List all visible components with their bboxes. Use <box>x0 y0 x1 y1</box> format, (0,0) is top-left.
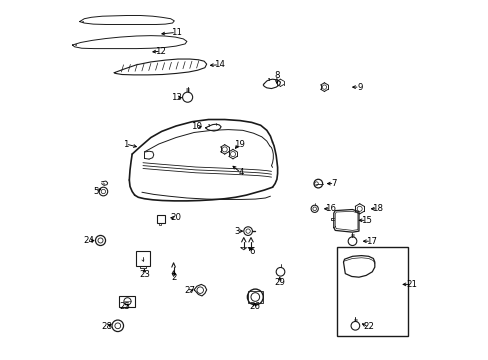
Bar <box>157 215 165 223</box>
Text: 13: 13 <box>170 93 181 102</box>
Text: 22: 22 <box>363 323 373 331</box>
Text: 3: 3 <box>234 227 240 236</box>
Text: 1: 1 <box>122 140 128 149</box>
Text: 11: 11 <box>170 28 181 37</box>
Text: 20: 20 <box>169 213 181 222</box>
Text: 19: 19 <box>233 140 244 149</box>
Text: 5: 5 <box>93 187 99 196</box>
Text: 7: 7 <box>331 179 337 188</box>
Text: 2: 2 <box>171 274 177 282</box>
Text: 4: 4 <box>238 168 243 177</box>
Text: 23: 23 <box>139 270 150 279</box>
Bar <box>119 296 135 307</box>
Text: 17: 17 <box>365 237 376 246</box>
Text: 29: 29 <box>274 278 285 287</box>
Text: 15: 15 <box>361 216 372 225</box>
Text: 14: 14 <box>213 60 224 69</box>
Text: 8: 8 <box>274 71 279 80</box>
Bar <box>247 291 262 303</box>
Text: 24: 24 <box>83 236 94 245</box>
Bar <box>337 247 407 336</box>
Text: 6: 6 <box>248 248 254 256</box>
Text: 12: 12 <box>155 47 166 56</box>
Text: 25: 25 <box>119 302 130 311</box>
Text: 18: 18 <box>371 204 383 213</box>
Text: 28: 28 <box>102 323 112 331</box>
Text: 21: 21 <box>406 280 417 289</box>
Bar <box>136 251 150 266</box>
Text: 10: 10 <box>191 122 202 131</box>
Text: 26: 26 <box>248 302 260 311</box>
Text: 9: 9 <box>356 83 362 92</box>
Text: 16: 16 <box>325 204 336 213</box>
Text: 27: 27 <box>184 287 195 295</box>
